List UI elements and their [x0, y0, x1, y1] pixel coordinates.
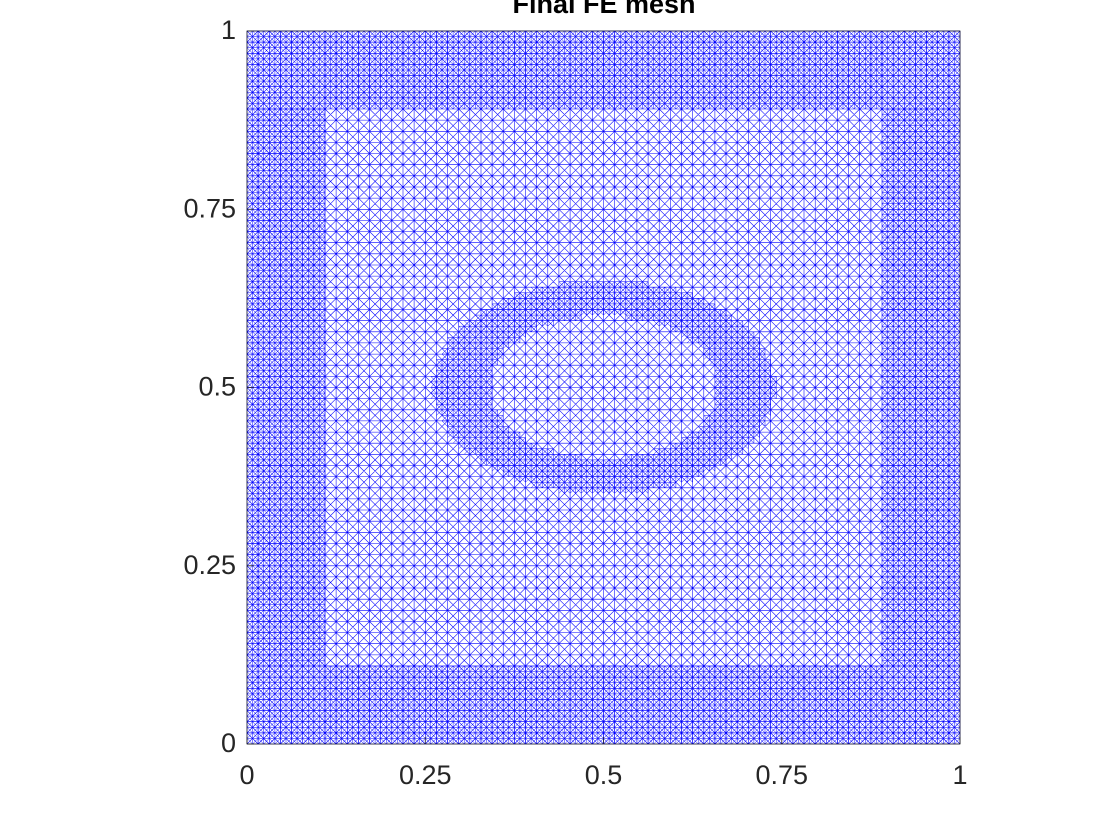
y-tick-label: 0 — [221, 728, 236, 758]
y-tick-label: 0.5 — [198, 372, 236, 402]
mesh-refined — [246, 30, 961, 745]
chart-title: Final FE mesh — [512, 0, 695, 19]
x-tick-label: 1 — [952, 760, 967, 790]
x-tick-label: 0 — [239, 760, 254, 790]
mesh — [246, 30, 961, 745]
x-tick-label: 0.5 — [585, 760, 623, 790]
x-tick-label: 0.25 — [399, 760, 452, 790]
y-tick-label: 0.25 — [183, 550, 236, 580]
x-tick-label: 0.75 — [755, 760, 808, 790]
y-tick-label: 1 — [221, 15, 236, 45]
y-tick-label: 0.75 — [183, 193, 236, 223]
